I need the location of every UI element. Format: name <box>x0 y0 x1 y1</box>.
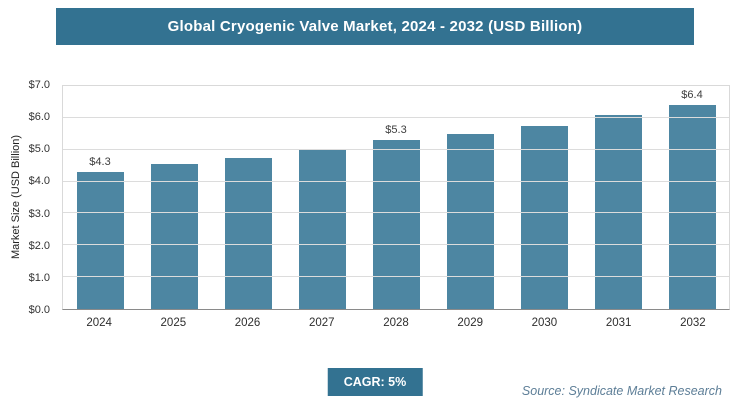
x-tick-label: 2032 <box>680 317 706 329</box>
gridline <box>63 148 729 150</box>
bar-column <box>211 86 285 309</box>
bar-column <box>137 86 211 309</box>
y-axis-ticks: $0.0 $1.0 $2.0 $3.0 $4.0 $5.0 $6.0 $7.0 <box>0 79 58 316</box>
x-tick-label: 2027 <box>308 317 335 329</box>
y-tick-label: $4.0 <box>28 175 50 188</box>
bar-value-label: $6.4 <box>681 89 703 102</box>
y-tick-label: $3.0 <box>28 207 50 220</box>
gridline <box>63 180 729 182</box>
gridline <box>63 116 729 118</box>
x-tick-label: 2026 <box>234 317 261 329</box>
y-tick-label: $6.0 <box>28 111 50 124</box>
y-tick-label: $5.0 <box>28 143 50 156</box>
bar-column <box>433 86 507 309</box>
bar-2030 <box>520 125 568 309</box>
x-tick-label: 2031 <box>605 317 632 329</box>
bar-column <box>507 86 581 309</box>
bar-value-label: $5.3 <box>385 124 407 137</box>
bar-2032 <box>668 105 716 309</box>
gridline <box>63 244 729 246</box>
y-tick-label: $7.0 <box>28 79 50 91</box>
bar-column: $6.4 <box>655 86 729 309</box>
x-tick-label: 2028 <box>383 317 409 329</box>
bar-2028 <box>372 140 420 309</box>
bar-2027 <box>298 149 346 309</box>
bar-2029 <box>446 133 494 309</box>
bars-container: $4.3 $5.3 $6.4 <box>63 86 729 309</box>
plot-area: $4.3 $5.3 $6.4 <box>62 85 730 310</box>
x-tick-label: 2024 <box>86 317 112 329</box>
y-tick-label: $1.0 <box>28 271 50 284</box>
bar-column: $4.3 <box>63 86 137 309</box>
x-tick-label: 2030 <box>531 317 558 329</box>
chart-title-banner: Global Cryogenic Valve Market, 2024 - 20… <box>56 8 694 45</box>
cagr-badge: CAGR: 5% <box>327 368 423 396</box>
chart-title: Global Cryogenic Valve Market, 2024 - 20… <box>167 18 583 35</box>
bar-2024 <box>76 172 124 309</box>
y-tick-label: $2.0 <box>28 239 50 252</box>
x-tick-label: 2029 <box>457 317 483 329</box>
x-axis-labels: 2024 2025 2026 2027 2028 2029 2030 2031 2032 <box>62 317 730 329</box>
gridline <box>63 276 729 278</box>
source-attribution: Source: Syndicate Market Research <box>521 384 722 398</box>
y-tick-label: $0.0 <box>28 304 50 316</box>
bar-2026 <box>224 157 272 309</box>
gridline <box>63 212 729 214</box>
bar-value-label: $4.3 <box>89 156 111 169</box>
bar-column <box>285 86 359 309</box>
bar-2025 <box>150 164 198 309</box>
x-tick-label: 2025 <box>160 317 187 329</box>
bar-column: $5.3 <box>359 86 433 309</box>
